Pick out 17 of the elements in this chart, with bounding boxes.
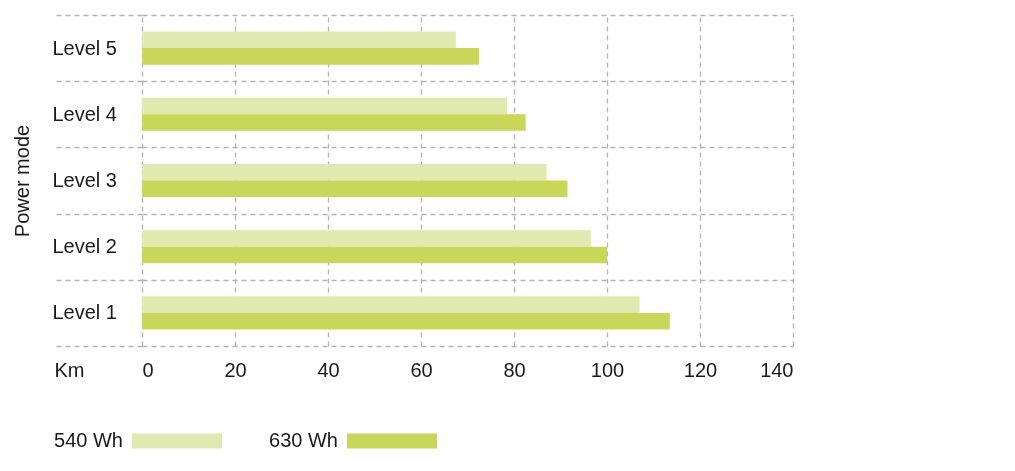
x-tick-label: 0	[142, 358, 154, 381]
y-tick-label: Level 1	[52, 301, 117, 324]
x-tick-label: 60	[410, 358, 433, 381]
x-tick-label: 20	[224, 358, 247, 381]
legend-label: 630 Wh	[269, 429, 338, 451]
x-tick-label: 40	[317, 358, 340, 381]
y-tick-label: Level 3	[52, 169, 117, 191]
y-axis-title: Power mode	[10, 124, 33, 238]
x-tick-label: 120	[683, 358, 718, 381]
y-tick-label: Level 2	[52, 235, 117, 258]
x-tick-label: 100	[590, 358, 625, 381]
y-tick-label: Level 4	[52, 102, 117, 125]
x-tick-label: 80	[503, 358, 526, 381]
y-tick-label: Level 5	[52, 36, 117, 59]
legend-label: 540 Wh	[54, 429, 123, 451]
x-tick-label: 140	[760, 358, 794, 381]
x-axis-title: Km	[54, 358, 85, 381]
